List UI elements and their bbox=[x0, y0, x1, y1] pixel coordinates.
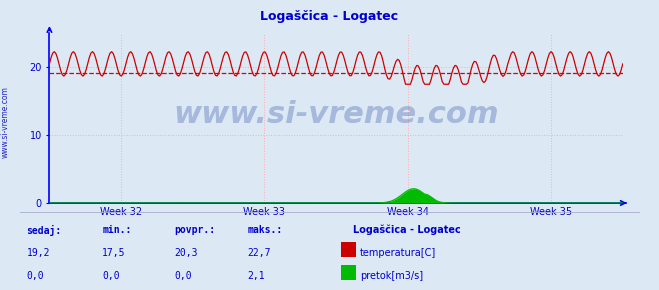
Text: www.si-vreme.com: www.si-vreme.com bbox=[173, 100, 499, 129]
Text: maks.:: maks.: bbox=[247, 225, 282, 235]
Text: 2,1: 2,1 bbox=[247, 271, 265, 281]
Text: pretok[m3/s]: pretok[m3/s] bbox=[360, 271, 423, 281]
Text: povpr.:: povpr.: bbox=[175, 225, 215, 235]
Text: 0,0: 0,0 bbox=[175, 271, 192, 281]
Text: 0,0: 0,0 bbox=[26, 271, 44, 281]
Text: 20,3: 20,3 bbox=[175, 248, 198, 258]
Text: www.si-vreme.com: www.si-vreme.com bbox=[1, 86, 10, 158]
Text: temperatura[C]: temperatura[C] bbox=[360, 248, 436, 258]
Text: 22,7: 22,7 bbox=[247, 248, 271, 258]
Text: sedaj:: sedaj: bbox=[26, 225, 61, 236]
Text: 19,2: 19,2 bbox=[26, 248, 50, 258]
Text: Logaščica - Logatec: Logaščica - Logatec bbox=[260, 10, 399, 23]
Text: min.:: min.: bbox=[102, 225, 132, 235]
Text: 17,5: 17,5 bbox=[102, 248, 126, 258]
Text: Logaščica - Logatec: Logaščica - Logatec bbox=[353, 225, 461, 235]
Text: 0,0: 0,0 bbox=[102, 271, 120, 281]
